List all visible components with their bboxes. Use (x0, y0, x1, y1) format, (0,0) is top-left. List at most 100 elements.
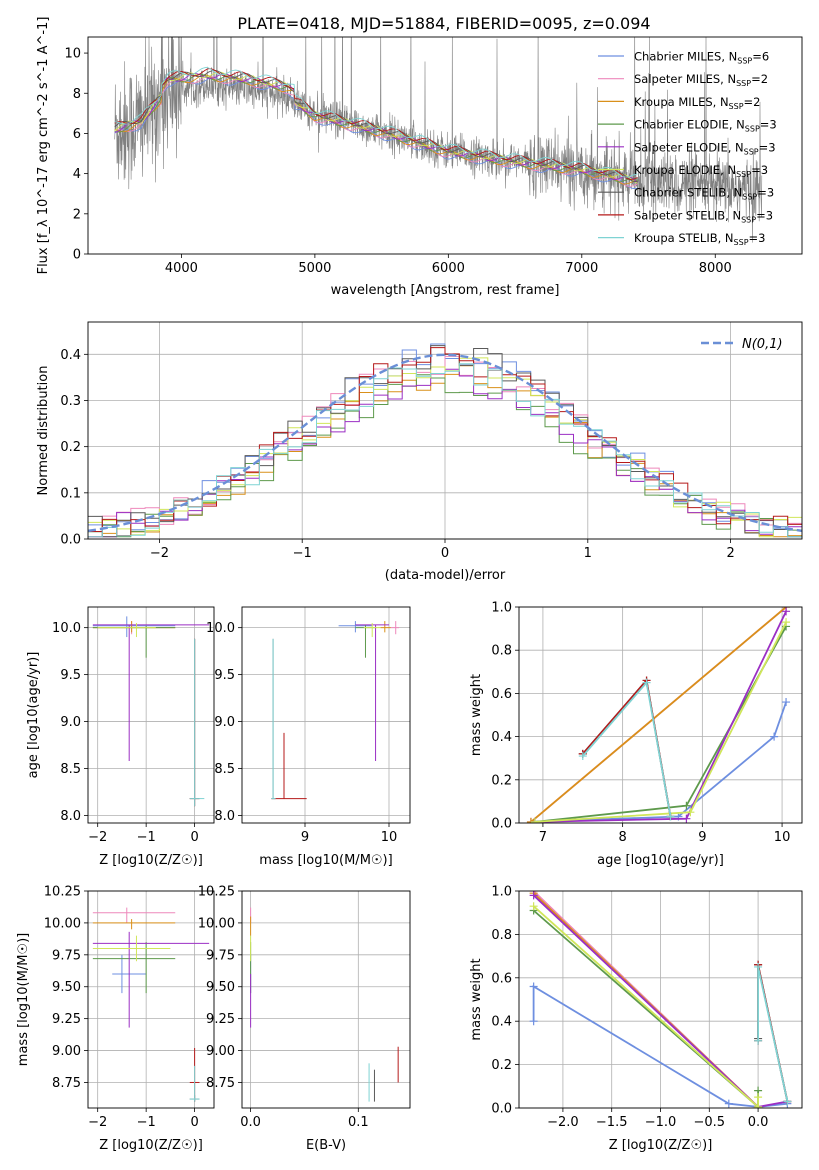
y-tick-label: 9.50 (206, 980, 235, 995)
legend-subscript: SSP (729, 102, 744, 111)
x-tick-label: 0 (190, 1115, 198, 1130)
x-tick-label: −2 (88, 1115, 107, 1130)
x-tick-label: −1.0 (645, 1115, 677, 1130)
legend-subscript: SSP (745, 125, 760, 134)
plot-frame (241, 606, 411, 824)
legend-count: =2 (751, 72, 768, 86)
series-point (770, 732, 779, 741)
x-axis-label: Z [log10(Z/Z☉)] (609, 1138, 713, 1153)
series-point (754, 1102, 763, 1108)
plot-frame (87, 890, 215, 1109)
axes-weight_vs_Z: −2.0 −1.5 −1.0 −0.5 0.0 0.0 0.2 0.4 0.6 0.8 1.0 Z [… (469, 885, 803, 1153)
axes-age_vs_Z: −2 −1 0 8.0 8.5 9.0 9.5 10.0 Z [log10(Z/Z☉)] age … (26, 606, 215, 868)
plot-frame (87, 321, 803, 540)
y-axis-label: mass weight (469, 674, 484, 756)
model-spectrum-line (114, 67, 638, 178)
x-tick-label: 0 (441, 546, 449, 561)
model-spectrum-line (114, 71, 638, 184)
x-tick-label: −2 (150, 546, 169, 561)
x-tick-label: 10 (774, 830, 791, 845)
x-tick-label: 9 (301, 830, 309, 845)
x-axis-label: Z [log10(Z/Z☉)] (99, 1138, 203, 1153)
x-tick-label: −1 (137, 1115, 156, 1130)
plot-area (92, 907, 210, 1102)
y-axis-label: Normed distribution (36, 366, 51, 496)
legend-entry: Salpeter STELIB, NSSP=3 (634, 208, 773, 224)
y-tick-label: 0.2 (491, 1058, 512, 1073)
legend-count: =3 (756, 208, 773, 222)
legend-subscript: SSP (736, 170, 751, 179)
x-tick-label: −1.5 (596, 1115, 628, 1130)
series-point (682, 814, 691, 823)
series-line (530, 701, 787, 823)
x-tick-label: −1 (137, 830, 156, 845)
y-tick-label: 10.00 (44, 916, 81, 931)
y-tick-label: 9.75 (206, 948, 235, 963)
x-tick-label: 8000 (699, 261, 732, 276)
y-axis-label: mass weight (469, 958, 484, 1040)
plot-frame (241, 890, 411, 1109)
y-tick-label: 9.0 (214, 715, 235, 730)
series-point (782, 698, 791, 707)
series-line (530, 607, 787, 823)
y-tick-label: 1.0 (491, 885, 512, 900)
plot-frame (518, 606, 803, 824)
plot-frame (87, 606, 215, 824)
legend-count: =3 (757, 186, 774, 200)
y-tick-label: 10.0 (206, 621, 235, 636)
legend-entry: Kroupa STELIB, NSSP=3 (634, 231, 765, 247)
x-axis-label: (data-model)/error (385, 568, 506, 583)
figure-title: PLATE=0418, MJD=51884, FIBERID=0095, z=0… (237, 14, 650, 33)
x-tick-label: 8 (618, 830, 626, 845)
series-point (666, 812, 675, 821)
y-tick-label: 0.8 (491, 928, 512, 943)
y-tick-label: 9.50 (52, 980, 81, 995)
legend-subscript: SSP (734, 238, 749, 247)
y-tick-label: 8.0 (214, 809, 235, 824)
data-spectrum-line (114, 37, 763, 243)
y-tick-label: 8.5 (214, 762, 235, 777)
x-axis-label: age [log10(age/yr)] (597, 853, 724, 868)
axes-weight_vs_age: 7 8 9 10 0.0 0.2 0.4 0.6 0.8 1.0 age [log10(age/yr… (469, 601, 803, 868)
y-tick-label: 8 (73, 87, 81, 102)
plot-frame (87, 36, 803, 255)
legend-count: =2 (744, 95, 761, 109)
x-axis-label: Z [log10(Z/Z☉)] (99, 853, 203, 868)
series-point (754, 962, 763, 971)
y-tick-label: 0.4 (491, 730, 512, 745)
x-tick-label: −2 (88, 830, 107, 845)
legend-subscript: SSP (737, 57, 752, 66)
y-tick-label: 9.00 (206, 1044, 235, 1059)
y-tick-label: 0.2 (491, 773, 512, 788)
legend-count: =3 (760, 118, 777, 132)
legend-count: =3 (759, 140, 776, 154)
x-axis-label: mass [log10(M/M☉)] (259, 853, 392, 868)
y-tick-label: 10.0 (52, 621, 81, 636)
plot-area (529, 891, 792, 1108)
y-tick-label: 6 (73, 127, 81, 142)
y-tick-label: 9.5 (214, 668, 235, 683)
y-tick-label: 0.0 (60, 533, 81, 548)
series-point (782, 607, 791, 616)
legend-count: =3 (751, 163, 768, 177)
x-tick-label: −1 (293, 546, 312, 561)
x-tick-label: −2.0 (547, 1115, 579, 1130)
x-tick-label: 6000 (432, 261, 465, 276)
y-tick-label: 9.00 (52, 1044, 81, 1059)
histogram-step (88, 347, 802, 537)
plot-area (114, 37, 763, 243)
x-tick-label: 7000 (565, 261, 598, 276)
series-point (529, 1017, 538, 1026)
plot-area (250, 907, 399, 1102)
histogram-step (88, 357, 802, 538)
y-tick-label: 0.6 (491, 971, 512, 986)
x-tick-label: 7 (539, 830, 547, 845)
series-point (530, 817, 539, 823)
x-tick-label: 1 (584, 546, 592, 561)
x-axis-label: E(B-V) (306, 1138, 346, 1153)
x-tick-label: −0.5 (694, 1115, 726, 1130)
series-point (529, 891, 538, 900)
y-tick-label: 0.0 (491, 817, 512, 832)
